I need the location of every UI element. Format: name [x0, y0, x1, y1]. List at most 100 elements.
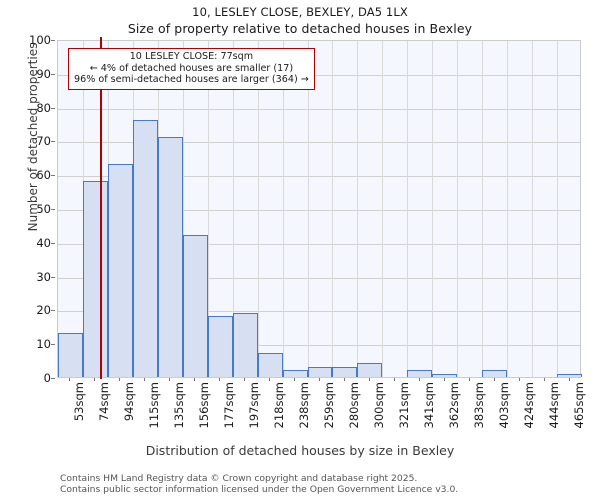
x-tick-label: 383sqm: [471, 382, 486, 429]
gridline: [58, 311, 580, 313]
x-tick-mark: [393, 378, 395, 381]
x-tick-label: 74sqm: [97, 382, 112, 422]
bar: [82, 180, 108, 377]
y-tick-mark: [51, 141, 55, 143]
y-tick-label: 90: [36, 66, 51, 81]
gridline: [432, 41, 434, 377]
gridline: [507, 41, 509, 377]
y-tick-label: 80: [36, 100, 51, 115]
x-axis-ticks: 53sqm 74sqm 94sqm 115sqm 135sqm 156sqm 177sqm 1…: [57, 378, 586, 438]
gridline: [282, 41, 284, 377]
bar: [482, 370, 508, 377]
gridline: [357, 41, 359, 377]
y-tick-mark: [51, 73, 55, 75]
gridline: [58, 345, 580, 347]
y-tick-label: 0: [43, 371, 51, 385]
gridline: [232, 41, 234, 377]
x-tick-mark: [244, 378, 246, 381]
gridline: [332, 41, 334, 377]
bar: [207, 316, 233, 377]
chart-subtitle: Size of property relative to detached ho…: [127, 21, 473, 36]
bar: [332, 366, 358, 377]
footer-attribution: Contains HM Land Registry data © Crown c…: [60, 473, 600, 495]
x-tick-mark: [343, 378, 345, 381]
x-tick-mark: [518, 378, 520, 381]
bar: [232, 312, 258, 377]
property-marker-line: [99, 37, 102, 379]
x-tick-mark: [443, 378, 445, 381]
gridline: [58, 74, 580, 76]
bar: [282, 370, 308, 377]
bar: [107, 164, 133, 377]
y-tick-mark: [51, 378, 55, 379]
gridline: [532, 41, 534, 377]
gridline: [207, 41, 209, 377]
x-tick-label: 259sqm: [322, 382, 336, 429]
annotation-line-3: 96% of semi-detached houses are larger (…: [74, 74, 309, 86]
x-tick-label: 465sqm: [571, 382, 586, 429]
y-tick-mark: [51, 344, 55, 346]
x-tick-label: 280sqm: [346, 382, 361, 429]
x-tick-label: 362sqm: [446, 382, 461, 429]
annotation-line-1: 10 LESLEY CLOSE: 77sqm: [129, 51, 254, 62]
gridline: [457, 41, 459, 377]
gridline: [58, 108, 580, 110]
bar: [182, 235, 208, 377]
y-tick-mark: [51, 40, 55, 41]
x-tick-mark: [269, 378, 271, 381]
y-tick-mark: [51, 276, 55, 278]
y-tick-label: 100: [29, 33, 51, 47]
x-tick-mark: [169, 378, 171, 381]
footer-line-2: Contains public sector information licen…: [60, 484, 459, 495]
y-axis-label: Number of detached properties: [26, 42, 40, 232]
page-title: 10, LESLEY CLOSE, BEXLEY, DA5 1LX: [192, 5, 408, 19]
x-tick-mark: [294, 378, 296, 381]
bar: [407, 370, 433, 377]
bar: [157, 137, 183, 377]
bar: [357, 363, 383, 377]
plot-area: 10 LESLEY CLOSE: 77sqm ← 4% of detached …: [57, 37, 582, 379]
gridline: [58, 210, 580, 211]
bar: [432, 373, 458, 377]
x-tick-label: 53sqm: [72, 382, 87, 422]
x-tick-label: 135sqm: [172, 382, 187, 429]
bar: [307, 366, 333, 377]
x-tick-mark: [568, 378, 570, 381]
x-tick-label: 218sqm: [272, 382, 287, 429]
x-tick-mark: [468, 378, 470, 381]
x-tick-mark: [219, 378, 221, 381]
x-tick-label: 444sqm: [546, 382, 561, 429]
gridline: [58, 243, 580, 245]
y-tick-label: 10: [36, 337, 51, 352]
gridline: [58, 142, 580, 144]
y-tick-label: 20: [36, 303, 51, 318]
annotation-line-2: ← 4% of detached houses are smaller (17): [89, 62, 294, 74]
chart-title-block: 10, LESLEY CLOSE, BEXLEY, DA5 1LX Size o…: [0, 4, 600, 37]
x-tick-mark: [368, 378, 370, 381]
bar: [132, 120, 158, 377]
x-tick-label: 177sqm: [222, 382, 237, 429]
y-tick-mark: [51, 209, 55, 210]
y-tick-mark: [51, 242, 55, 244]
y-tick-label: 40: [36, 235, 51, 250]
x-tick-mark: [69, 378, 71, 381]
x-tick-label: 321sqm: [396, 382, 411, 429]
y-tick-mark: [51, 107, 55, 109]
x-tick-mark: [543, 378, 545, 381]
gridline: [382, 41, 384, 377]
bar: [58, 333, 83, 377]
x-tick-label: 238sqm: [297, 382, 312, 429]
footer-line-1: Contains HM Land Registry data © Crown c…: [60, 473, 418, 484]
gridline: [407, 41, 409, 377]
x-tick-label: 403sqm: [496, 382, 511, 429]
x-tick-mark: [418, 378, 420, 381]
gridline: [557, 41, 559, 377]
gridline: [257, 41, 259, 377]
x-tick-mark: [94, 378, 96, 381]
x-tick-mark: [493, 378, 495, 381]
gridline: [58, 277, 580, 279]
x-tick-mark: [144, 378, 146, 381]
x-tick-label: 300sqm: [371, 382, 386, 429]
gridline: [182, 41, 184, 377]
